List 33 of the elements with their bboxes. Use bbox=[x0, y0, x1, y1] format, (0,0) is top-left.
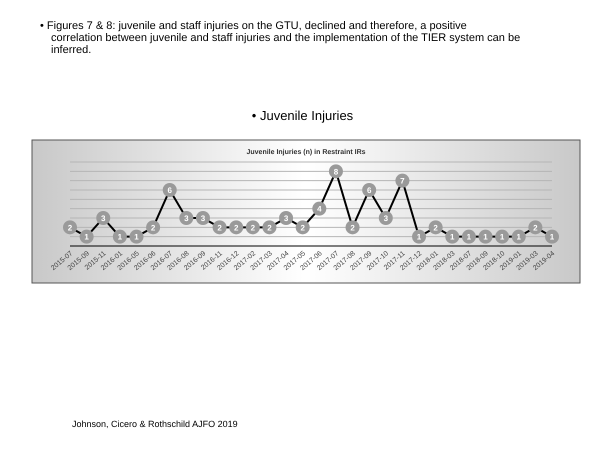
data-label: 1 bbox=[134, 232, 140, 242]
data-label: 3 bbox=[284, 214, 289, 223]
data-label: 1 bbox=[516, 232, 522, 242]
data-label: 1 bbox=[500, 232, 505, 242]
chart-subtitle: • Juvenile Injuries bbox=[252, 108, 354, 123]
data-label: 1 bbox=[483, 232, 488, 242]
data-label: 2 bbox=[267, 223, 272, 232]
data-label: 2 bbox=[68, 223, 73, 232]
data-label: 3 bbox=[384, 214, 389, 223]
data-label: 8 bbox=[334, 167, 339, 176]
data-label: 3 bbox=[184, 214, 190, 223]
data-label: 2 bbox=[433, 223, 438, 232]
data-label: 2 bbox=[150, 223, 156, 232]
data-label: 1 bbox=[118, 232, 123, 242]
data-label: 3 bbox=[200, 214, 206, 223]
text: • Figures 7 & 8: juvenile and staff injuries on the GTU, declined and therefore, a positive correlation between juvenile and staff injuries and the implementation of the TIER system can be inferred. bbox=[40, 20, 520, 56]
data-label: 1 bbox=[466, 232, 472, 242]
data-label: 2 bbox=[533, 223, 538, 232]
data-label: 6 bbox=[366, 186, 372, 195]
data-label: 1 bbox=[84, 232, 90, 242]
data-label: 2 bbox=[300, 223, 306, 232]
data-label: 4 bbox=[317, 204, 322, 214]
data-label: 6 bbox=[168, 186, 172, 195]
data-label: 2 bbox=[250, 223, 256, 232]
data-label: 1 bbox=[450, 232, 456, 242]
data-label: 7 bbox=[400, 176, 406, 186]
data-label: 2 bbox=[217, 223, 222, 232]
data-label: 3 bbox=[101, 214, 106, 223]
data-label: 2 bbox=[234, 223, 239, 232]
data-label: 1 bbox=[550, 232, 555, 242]
data-label: 1 bbox=[416, 232, 422, 242]
data-label: 2 bbox=[350, 223, 356, 232]
text: Johnson, Cicero & Rothschild AJFO 2019 bbox=[72, 419, 238, 429]
